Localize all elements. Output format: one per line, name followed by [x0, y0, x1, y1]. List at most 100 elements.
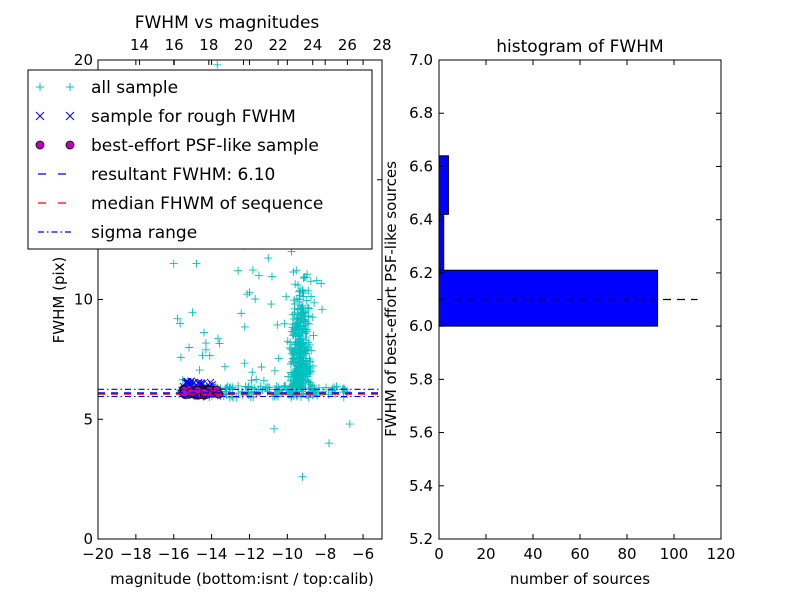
legend-marker-circle — [35, 140, 45, 150]
scatter-top-axis: 14 16 18 20 22 24 26 28 — [130, 36, 392, 65]
all-sample-point — [240, 359, 249, 368]
all-sample-point — [304, 286, 313, 295]
scatter-x-tick-label: −10 — [272, 545, 304, 563]
histogram-x-axis: 0 20 40 60 80 100 120 — [434, 60, 735, 563]
all-sample-point — [195, 366, 204, 375]
all-sample-outlier — [345, 420, 354, 429]
histogram-x-tick-label: 0 — [434, 545, 444, 563]
scatter-top-tick-label: 22 — [269, 36, 288, 54]
all-sample-point — [301, 317, 310, 326]
all-sample-point — [292, 378, 301, 387]
histogram-y-label: FWHM of best-effort PSF-like sources — [382, 161, 400, 437]
all-sample-point — [295, 287, 304, 296]
all-sample-point — [309, 331, 318, 340]
scatter-legend: all sample sample for rough FWHM best-effo… — [27, 69, 373, 250]
all-sample-point — [229, 393, 238, 402]
histogram-x-tick-label: 20 — [476, 545, 495, 563]
all-sample-point — [290, 300, 299, 309]
all-sample-point — [299, 289, 308, 298]
all-sample-point — [248, 368, 257, 377]
all-sample-outlier — [213, 60, 222, 69]
all-sample-point — [288, 370, 297, 379]
legend-marker-x — [65, 111, 75, 121]
scatter-x-tick-label: −20 — [82, 545, 114, 563]
scatter-top-tick-label: 16 — [165, 36, 184, 54]
rough-sample-point — [182, 377, 191, 386]
histogram-y-tick-label: 6.0 — [409, 317, 433, 335]
scatter-title: FWHM vs magnitudes — [135, 13, 320, 33]
histogram-x-tick-label: 80 — [617, 545, 636, 563]
all-sample-outlier — [173, 314, 182, 323]
all-sample-point — [296, 335, 305, 344]
all-sample-point — [234, 381, 243, 390]
all-sample-point — [244, 383, 253, 392]
all-sample-point — [274, 354, 283, 363]
all-sample-point — [298, 364, 307, 373]
all-sample-point — [259, 376, 268, 385]
all-sample-point — [205, 351, 214, 360]
legend-marker-x — [35, 111, 45, 121]
all-sample-point — [298, 304, 307, 313]
all-sample-point — [288, 323, 297, 332]
scatter-x-tick-label: −14 — [196, 545, 228, 563]
histogram-y-tick-label: 7.0 — [409, 51, 433, 69]
all-sample-point — [284, 372, 293, 381]
scatter-x-tick-label: −18 — [120, 545, 152, 563]
scatter-x-tick-label: −12 — [234, 545, 266, 563]
all-sample-outlier — [234, 266, 243, 275]
scatter-chart: FWHM vs magnitudes 14 16 18 20 22 24 26 28 −20−… — [27, 13, 392, 588]
all-sample-point — [237, 309, 246, 318]
histogram-title: histogram of FWHM — [496, 37, 663, 57]
all-sample-point — [302, 296, 311, 305]
all-sample-point — [293, 319, 302, 328]
all-sample-point — [280, 319, 289, 328]
histogram-bars — [438, 155, 659, 327]
all-sample-point — [310, 298, 319, 307]
histogram-y-tick-label: 5.8 — [409, 370, 433, 388]
all-sample-point — [267, 300, 276, 309]
histogram-x-tick-label: 60 — [570, 545, 589, 563]
all-sample-point — [298, 375, 307, 384]
all-sample-point — [301, 383, 310, 392]
all-sample-point — [304, 312, 313, 321]
all-sample-point — [293, 359, 302, 368]
all-sample-outlier — [254, 271, 263, 280]
all-sample-outlier — [169, 259, 178, 268]
histogram-y-tick-label: 5.6 — [409, 424, 433, 442]
all-sample-point — [294, 349, 303, 358]
histogram-y-axis: 5.2 5.4 5.6 5.8 6.0 6.2 6.4 6.6 6.8 7.0 — [409, 51, 721, 548]
histogram-y-tick-label: 6.6 — [409, 157, 433, 175]
all-sample-point — [308, 361, 317, 370]
all-sample-point — [306, 277, 315, 286]
all-sample-point — [287, 345, 296, 354]
all-sample-point — [298, 340, 307, 349]
all-sample-point — [296, 354, 305, 363]
legend-label: all sample — [91, 78, 178, 98]
scatter-x-axis: −20 −18 −16 −14 −12 −10 −8 −6 — [82, 60, 374, 563]
legend-label: median FHWM of sequence — [91, 194, 323, 214]
all-sample-point — [297, 343, 306, 352]
all-sample-point — [257, 362, 266, 371]
all-sample-outlier — [298, 472, 307, 481]
all-sample-outlier — [270, 424, 279, 433]
all-sample-point — [234, 389, 243, 398]
all-sample-point — [176, 319, 185, 328]
all-sample-point — [317, 279, 326, 288]
histogram-y-tick-label: 6.8 — [409, 104, 433, 122]
all-sample-point — [304, 377, 313, 386]
all-sample-point — [307, 346, 316, 355]
legend-entry: sigma range — [38, 223, 197, 243]
all-sample-point — [305, 354, 314, 363]
all-sample-point — [304, 304, 313, 313]
scatter-top-tick-label: 14 — [130, 36, 149, 54]
all-sample-point — [303, 362, 312, 371]
legend-entry: all sample — [36, 78, 178, 98]
all-sample-point — [267, 272, 276, 281]
legend-label: resultant FWHM: 6.10 — [91, 165, 275, 185]
all-sample-point — [288, 331, 297, 340]
all-sample-point — [307, 384, 316, 393]
all-sample-point — [318, 305, 327, 314]
legend-entry: median FHWM of sequence — [38, 194, 323, 214]
legend-marker-circle — [65, 140, 75, 150]
all-sample-point — [270, 366, 279, 375]
